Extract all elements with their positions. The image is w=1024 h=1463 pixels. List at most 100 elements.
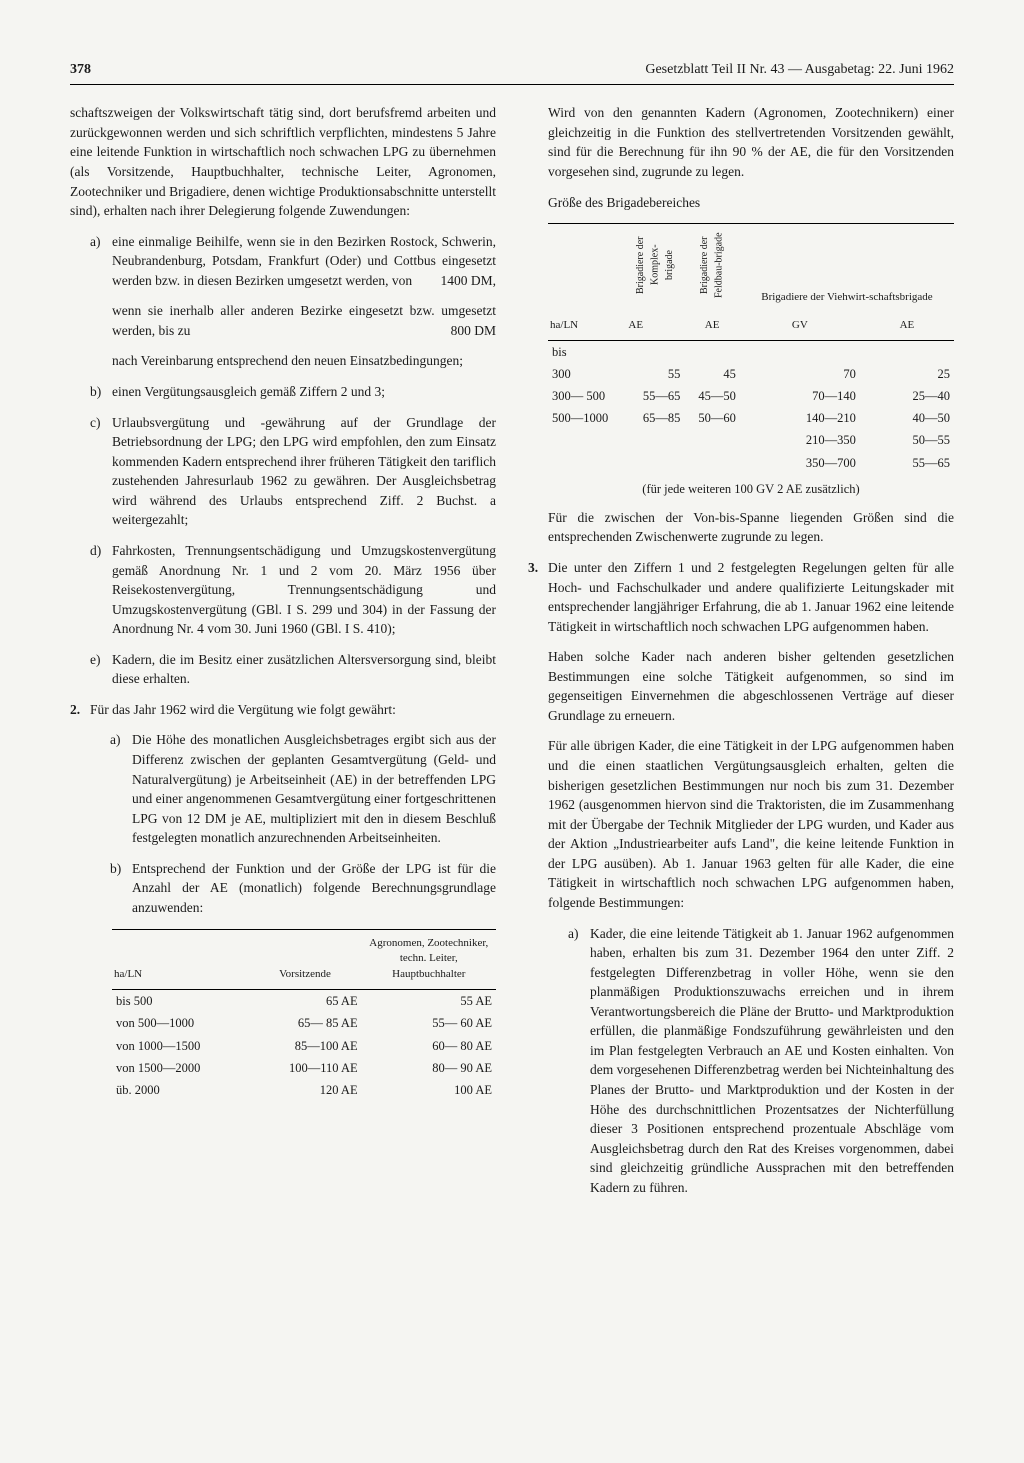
table-row: üb. 2000120 AE100 AE [112, 1079, 496, 1101]
table-cell [626, 340, 684, 363]
page-number: 378 [70, 60, 91, 80]
item-3b-text: Haben solche Kader nach anderen bisher g… [528, 647, 954, 725]
marker-e: e) [90, 650, 112, 689]
table-cell: 70 [740, 363, 860, 385]
table-brigade: ha/LN Brigadiere der Komplex-brigade Bri… [548, 223, 954, 474]
table-cell: 65—85 [626, 407, 684, 429]
table-cell [740, 340, 860, 363]
t2-h2: Brigadiere der Komplex-brigade [626, 224, 684, 312]
t1-h1: ha/LN [112, 929, 248, 990]
table-cell: 55—65 [860, 452, 954, 474]
table-cell: 500—1000 [548, 407, 626, 429]
table-cell: 70—140 [740, 385, 860, 407]
intro-para: schaftszweigen der Volkswirtschaft tätig… [70, 103, 496, 220]
sub-item-2a: a) Die Höhe des monatlichen Ausgleichsbe… [70, 730, 496, 847]
table-cell [626, 429, 684, 451]
table-row: 500—100065—8550—60140—21040—50 [548, 407, 954, 429]
table2-note: (für jede weiteren 100 GV 2 AE zusätzlic… [548, 480, 954, 498]
left-column: schaftszweigen der Volkswirtschaft tätig… [70, 103, 496, 1208]
table-row: 350—70055—65 [548, 452, 954, 474]
table-cell: 65— 85 AE [248, 1012, 361, 1034]
table-cell [626, 452, 684, 474]
list-item-a: a) eine einmalige Beihilfe, wenn sie in … [70, 232, 496, 291]
marker-3-a: a) [568, 924, 590, 1198]
marker-2: 2. [70, 700, 90, 720]
table-cell [684, 340, 740, 363]
table-cell: 55—65 [626, 385, 684, 407]
t1-h2: Vorsitzende [248, 929, 361, 990]
t2-h4: Brigadiere der Viehwirt-schaftsbrigade [740, 224, 954, 312]
table-cell [548, 429, 626, 451]
table-cell: 45 [684, 363, 740, 385]
table-cell: von 500—1000 [112, 1012, 248, 1034]
table-row: von 1500—2000100—110 AE80— 90 AE [112, 1057, 496, 1079]
item-a-sub1: wenn sie inerhalb aller anderen Bezirke … [70, 301, 496, 340]
table-cell: 60— 80 AE [362, 1035, 496, 1057]
item-a-value: 1400 DM, [440, 271, 496, 291]
num-item-2: 2. Für das Jahr 1962 wird die Vergütung … [70, 700, 496, 720]
table-cell: 100 AE [362, 1079, 496, 1101]
table-cell: 45—50 [684, 385, 740, 407]
table2-title: Größe des Brigadebereiches [528, 193, 954, 213]
item-a-text: eine einmalige Beihilfe, wenn sie in den… [112, 234, 496, 288]
right-column: Wird von den genannten Kadern (Agronomen… [528, 103, 954, 1208]
item-3a-text: Die unter den Ziffern 1 und 2 festgelegt… [548, 558, 954, 636]
table-cell: 25 [860, 363, 954, 385]
after-table-para: Für die zwischen der Von-bis-Spanne lieg… [528, 508, 954, 547]
table-cell: von 1500—2000 [112, 1057, 248, 1079]
t2-sh4: GV [740, 312, 860, 340]
t2-h3: Brigadiere der Feldbau-brigade [684, 224, 740, 312]
item-2a-text: Die Höhe des monatlichen Ausgleichsbetra… [132, 730, 496, 847]
item-2-text: Für das Jahr 1962 wird die Vergütung wie… [90, 700, 496, 720]
item-e-text: Kadern, die im Besitz einer zusätzlichen… [112, 650, 496, 689]
table-cell: 85—100 AE [248, 1035, 361, 1057]
table-cell: 40—50 [860, 407, 954, 429]
marker-3: 3. [528, 558, 548, 636]
table-cell: 55 [626, 363, 684, 385]
table-cell: von 1000—1500 [112, 1035, 248, 1057]
marker-a: a) [90, 232, 112, 291]
right-top-para: Wird von den genannten Kadern (Agronomen… [528, 103, 954, 181]
item-2b-text: Entsprechend der Funktion und der Größe … [132, 859, 496, 918]
table-row: von 1000—150085—100 AE60— 80 AE [112, 1035, 496, 1057]
table2-wrapper: ha/LN Brigadiere der Komplex-brigade Bri… [528, 223, 954, 498]
table-cell: 140—210 [740, 407, 860, 429]
table-cell: 55— 60 AE [362, 1012, 496, 1034]
marker-c: c) [90, 413, 112, 530]
item-d-text: Fahrkosten, Trennungsentschädigung und U… [112, 541, 496, 639]
table1-wrapper: ha/LN Vorsitzende Agronomen, Zootechnike… [70, 929, 496, 1101]
list-item-b: b) einen Vergütungsausgleich gemäß Ziffe… [70, 382, 496, 402]
list-item-e: e) Kadern, die im Besitz einer zusätzlic… [70, 650, 496, 689]
item-3-a-text: Kader, die eine leitende Tätigkeit ab 1.… [590, 924, 954, 1198]
table-cell: 120 AE [248, 1079, 361, 1101]
sub-item-3a: a) Kader, die eine leitende Tätigkeit ab… [528, 924, 954, 1198]
header-title: Gesetzblatt Teil II Nr. 43 — Ausgabetag:… [645, 60, 954, 80]
list-item-d: d) Fahrkosten, Trennungsentschädigung un… [70, 541, 496, 639]
t2-sh3: AE [684, 312, 740, 340]
marker-2b: b) [110, 859, 132, 918]
table-row: von 500—100065— 85 AE55— 60 AE [112, 1012, 496, 1034]
table-cell: 25—40 [860, 385, 954, 407]
table-row: 300— 50055—6545—5070—14025—40 [548, 385, 954, 407]
table-cell: 50—55 [860, 429, 954, 451]
marker-2a: a) [110, 730, 132, 847]
table-cell [684, 452, 740, 474]
table-row: bis 50065 AE55 AE [112, 990, 496, 1013]
table-cell: 350—700 [740, 452, 860, 474]
table-cell: 65 AE [248, 990, 361, 1013]
table-row: bis [548, 340, 954, 363]
table-cell: 55 AE [362, 990, 496, 1013]
sub-item-2b: b) Entsprechend der Funktion und der Grö… [70, 859, 496, 918]
table-cell: 210—350 [740, 429, 860, 451]
table-cell [860, 340, 954, 363]
t2-sh2: AE [626, 312, 684, 340]
table-cell [548, 452, 626, 474]
table-cell: 300 [548, 363, 626, 385]
table-cell: 80— 90 AE [362, 1057, 496, 1079]
table-cell [684, 429, 740, 451]
marker-d: d) [90, 541, 112, 639]
item-a-sub2: nach Vereinbarung entsprechend den neuen… [70, 351, 496, 371]
num-item-3: 3. Die unter den Ziffern 1 und 2 festgel… [528, 558, 954, 636]
table-row: 210—35050—55 [548, 429, 954, 451]
marker-b: b) [90, 382, 112, 402]
